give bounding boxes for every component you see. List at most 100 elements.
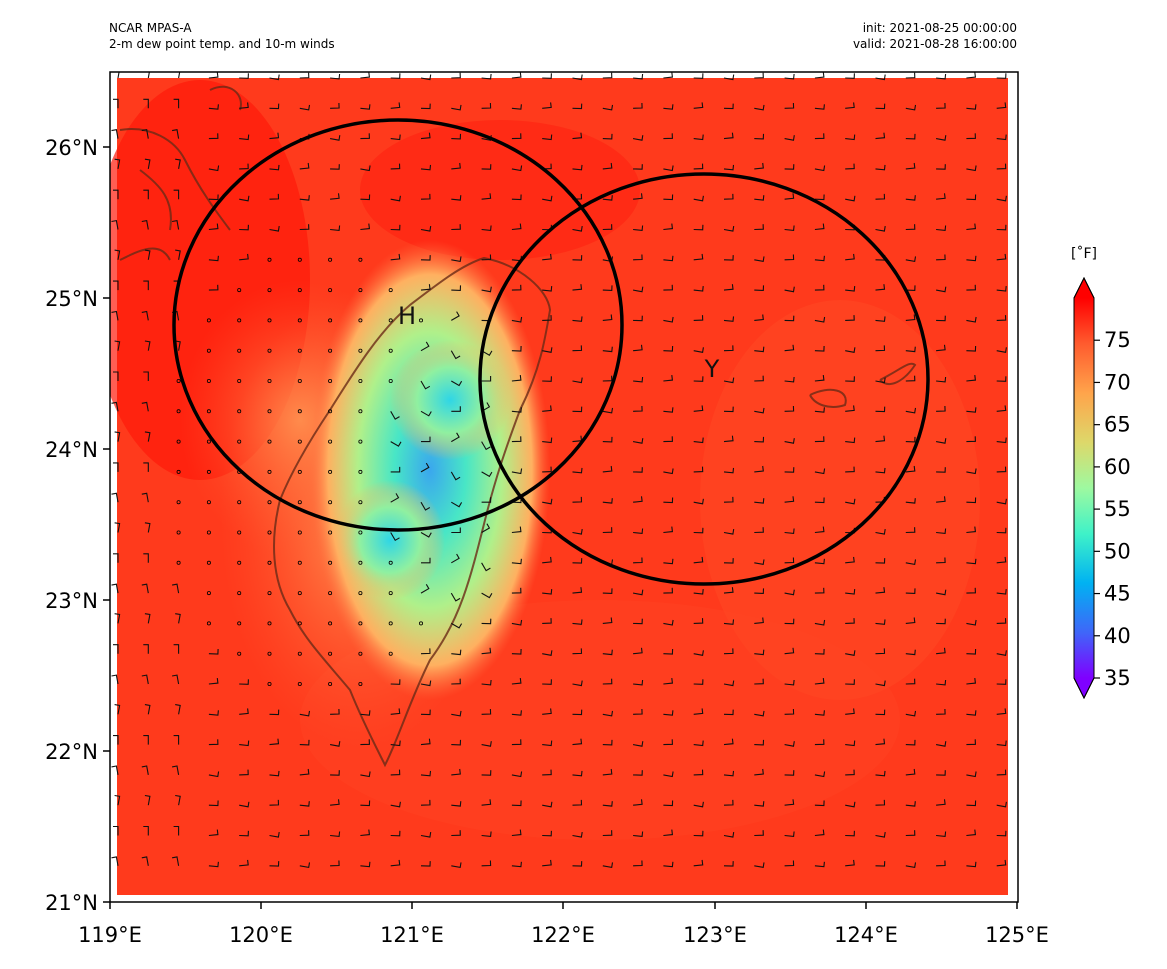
wind-barb xyxy=(693,801,704,808)
wind-barb xyxy=(572,587,583,594)
wind-barb xyxy=(172,129,180,139)
wind-barb xyxy=(723,770,735,777)
wind-barb xyxy=(542,102,552,109)
wind-barb xyxy=(905,346,916,353)
wind-barb xyxy=(754,768,764,776)
wind-barb xyxy=(602,678,613,685)
wind-barb-calm xyxy=(206,409,211,414)
wind-barb xyxy=(784,467,795,473)
wind-barb xyxy=(966,72,977,79)
wind-barb-calm xyxy=(297,530,302,535)
wind-barb xyxy=(723,861,734,867)
wind-barb xyxy=(269,132,280,140)
wind-barb-calm xyxy=(418,621,423,626)
wind-barb xyxy=(936,102,946,109)
wind-barb xyxy=(572,377,583,384)
wind-barb xyxy=(723,709,734,716)
wind-barb xyxy=(966,468,977,475)
wind-barb xyxy=(966,648,977,655)
model-name: NCAR MPAS-A xyxy=(109,21,192,35)
wind-barb xyxy=(754,104,765,111)
wind-barb xyxy=(784,860,795,867)
wind-barb xyxy=(845,195,856,202)
wind-barb xyxy=(663,829,674,837)
wind-barb xyxy=(602,314,613,321)
wind-barb xyxy=(814,771,826,778)
wind-barb-calm xyxy=(358,621,363,626)
wind-barb-calm xyxy=(237,651,242,656)
wind-barb xyxy=(936,467,946,473)
wind-barb xyxy=(814,739,825,746)
wind-barb-calm xyxy=(237,621,242,626)
wind-barb xyxy=(572,861,583,867)
wind-barb xyxy=(663,316,674,323)
wind-barb xyxy=(996,618,1007,624)
wind-barb xyxy=(172,583,180,594)
lon-tick-label: 121°E xyxy=(380,923,444,947)
wind-barb xyxy=(208,104,219,110)
wind-barb xyxy=(936,225,947,232)
wind-barb xyxy=(996,102,1007,109)
wind-barb xyxy=(693,437,704,444)
wind-barb xyxy=(784,73,795,80)
wind-barb xyxy=(966,558,977,565)
wind-barb-calm xyxy=(328,348,333,353)
wind-barb-calm xyxy=(388,348,393,353)
wind-barb xyxy=(845,466,855,473)
wind-barb xyxy=(814,800,825,807)
lat-tick-label: 25°N xyxy=(45,287,98,311)
wind-barb xyxy=(663,526,674,534)
wind-barb xyxy=(144,613,151,624)
wind-barb xyxy=(390,134,401,141)
marker-y: Y xyxy=(704,355,720,383)
wind-barb xyxy=(633,344,643,352)
wind-barb xyxy=(143,98,149,109)
wind-barb xyxy=(511,375,522,382)
wind-barb-calm xyxy=(388,560,393,565)
wind-barb-calm xyxy=(358,682,363,687)
wind-barb-calm xyxy=(267,469,272,474)
mainland-islands-coastline xyxy=(119,85,917,408)
wind-barb xyxy=(814,284,825,291)
colorbar-tick-label: 40 xyxy=(1104,624,1131,648)
wind-barb xyxy=(875,74,886,81)
wind-barb xyxy=(420,132,431,140)
wind-barb xyxy=(481,102,492,109)
wind-barb xyxy=(845,769,855,776)
wind-barb xyxy=(420,680,432,687)
wind-barb xyxy=(996,376,1007,382)
lon-tick-label: 125°E xyxy=(985,923,1049,947)
wind-barb xyxy=(602,801,613,807)
wind-barb xyxy=(905,710,917,717)
wind-barb xyxy=(754,436,765,443)
wind-barb-calm xyxy=(206,591,211,596)
wind-barb xyxy=(481,193,492,200)
wind-barb xyxy=(542,589,553,595)
wind-barb xyxy=(996,769,1007,776)
wind-barb-calm xyxy=(176,530,181,535)
wind-barb xyxy=(481,741,492,747)
wind-barb xyxy=(754,346,765,353)
wind-barb xyxy=(633,73,644,80)
wind-barb-calm xyxy=(358,378,363,383)
wind-barb xyxy=(936,770,946,776)
wind-barb xyxy=(754,375,764,382)
wind-barb xyxy=(723,496,734,503)
wind-barb xyxy=(481,225,492,232)
wind-barb xyxy=(754,256,765,263)
wind-barb xyxy=(451,527,461,534)
wind-barb xyxy=(144,431,151,442)
wind-barb xyxy=(875,558,886,564)
wind-barb xyxy=(845,650,856,656)
wind-barb xyxy=(602,739,613,746)
wind-barb xyxy=(451,224,461,231)
wind-barb-calm xyxy=(267,378,272,383)
wind-barb xyxy=(239,740,250,747)
wind-barb xyxy=(572,255,583,261)
wind-barb xyxy=(845,708,855,715)
wind-barb xyxy=(633,741,644,747)
wind-barb xyxy=(208,861,219,868)
wind-barb xyxy=(175,249,181,260)
wind-barb xyxy=(114,704,121,715)
wind-barb-calm xyxy=(328,651,333,656)
